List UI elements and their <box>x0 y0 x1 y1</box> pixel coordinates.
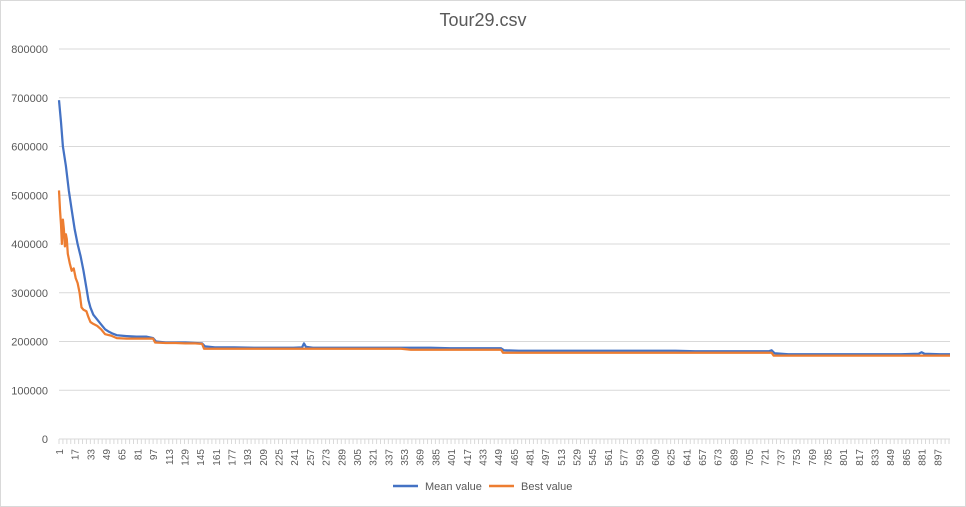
x-tick-label: 273 <box>322 449 333 466</box>
gridlines <box>58 48 950 444</box>
y-tick-label: 700000 <box>11 93 48 105</box>
x-tick-label: 769 <box>808 449 819 466</box>
x-tick-label: 241 <box>290 449 301 466</box>
x-tick-label: 289 <box>337 449 348 466</box>
y-tick-label: 600000 <box>11 142 48 154</box>
x-tick-label: 369 <box>416 449 427 466</box>
legend: Mean value Best value <box>393 481 572 493</box>
x-tick-label: 593 <box>635 449 646 466</box>
y-tick-label: 300000 <box>11 288 48 300</box>
x-tick-label: 97 <box>149 449 160 461</box>
legend-label: Mean value <box>425 481 482 493</box>
x-tick-label: 529 <box>573 449 584 466</box>
x-tick-label: 737 <box>776 449 787 466</box>
x-tick-label: 481 <box>525 449 536 466</box>
x-tick-label: 657 <box>698 449 709 466</box>
x-tick-label: 545 <box>588 449 599 466</box>
x-tick-label: 305 <box>353 449 364 466</box>
x-tick-label: 321 <box>369 449 380 466</box>
x-tick-label: 353 <box>400 449 411 466</box>
x-tick-label: 433 <box>478 449 489 466</box>
x-tick-label: 865 <box>902 449 913 466</box>
x-tick-label: 641 <box>682 449 693 466</box>
x-tick-label: 337 <box>384 449 395 466</box>
x-tick-label: 129 <box>180 449 191 466</box>
x-tick-label: 257 <box>306 449 317 466</box>
x-tick-label: 209 <box>259 449 270 466</box>
x-tick-label: 81 <box>133 449 144 461</box>
x-tick-label: 881 <box>918 449 929 466</box>
x-tick-label: 801 <box>839 449 850 466</box>
x-tick-label: 49 <box>102 449 113 461</box>
y-tick-label: 0 <box>42 434 48 446</box>
x-tick-label: 609 <box>651 449 662 466</box>
x-tick-label: 833 <box>871 449 882 466</box>
x-tick-label: 1 <box>55 449 66 455</box>
x-tick-label: 177 <box>228 449 239 466</box>
series-lines <box>57 100 950 357</box>
x-tick-label: 449 <box>494 449 505 466</box>
x-tick-label: 705 <box>745 449 756 466</box>
x-tick-label: 849 <box>886 449 897 466</box>
x-tick-label: 225 <box>275 449 286 466</box>
x-tick-label: 161 <box>212 449 223 466</box>
x-tick-label: 33 <box>86 449 97 461</box>
x-tick-label: 385 <box>431 449 442 466</box>
x-tick-label: 561 <box>604 449 615 466</box>
x-tick-label: 193 <box>243 449 254 466</box>
x-tick-labels: 1 17 33 49 65 81 97 113 129 145 161 177 193 209 225 241… <box>55 449 944 466</box>
y-tick-label: 500000 <box>11 190 48 202</box>
y-tick-label: 200000 <box>11 337 48 349</box>
x-tick-label: 689 <box>729 449 740 466</box>
x-tick-label: 401 <box>447 449 458 466</box>
x-tick-label: 417 <box>463 449 474 466</box>
x-tick-label: 753 <box>792 449 803 466</box>
legend-label: Best value <box>521 481 572 493</box>
x-tick-label: 465 <box>510 449 521 466</box>
x-tick-label: 721 <box>761 449 772 466</box>
y-tick-label: 100000 <box>11 385 48 397</box>
x-tick-label: 513 <box>557 449 568 466</box>
series-line-best-value <box>57 190 950 357</box>
chart-title: Tour29.csv <box>439 10 527 30</box>
y-tick-label: 400000 <box>11 239 48 251</box>
x-tick-label: 625 <box>667 449 678 466</box>
x-tick-label: 897 <box>933 449 944 466</box>
y-tick-labels: 0 100000 200000 300000 400000 500000 600000 700… <box>11 44 48 446</box>
x-tick-label: 145 <box>196 449 207 466</box>
x-tick-label: 65 <box>118 449 129 461</box>
x-tick-label: 673 <box>714 449 725 466</box>
x-tick-label: 113 <box>165 449 176 465</box>
x-tick-label: 577 <box>620 449 631 466</box>
x-tick-label: 817 <box>855 449 866 466</box>
y-tick-label: 800000 <box>11 44 48 56</box>
x-tick-label: 497 <box>541 449 552 466</box>
x-tick-label: 17 <box>71 449 82 461</box>
series-line-mean-value <box>57 100 950 356</box>
x-tick-label: 785 <box>823 449 834 466</box>
